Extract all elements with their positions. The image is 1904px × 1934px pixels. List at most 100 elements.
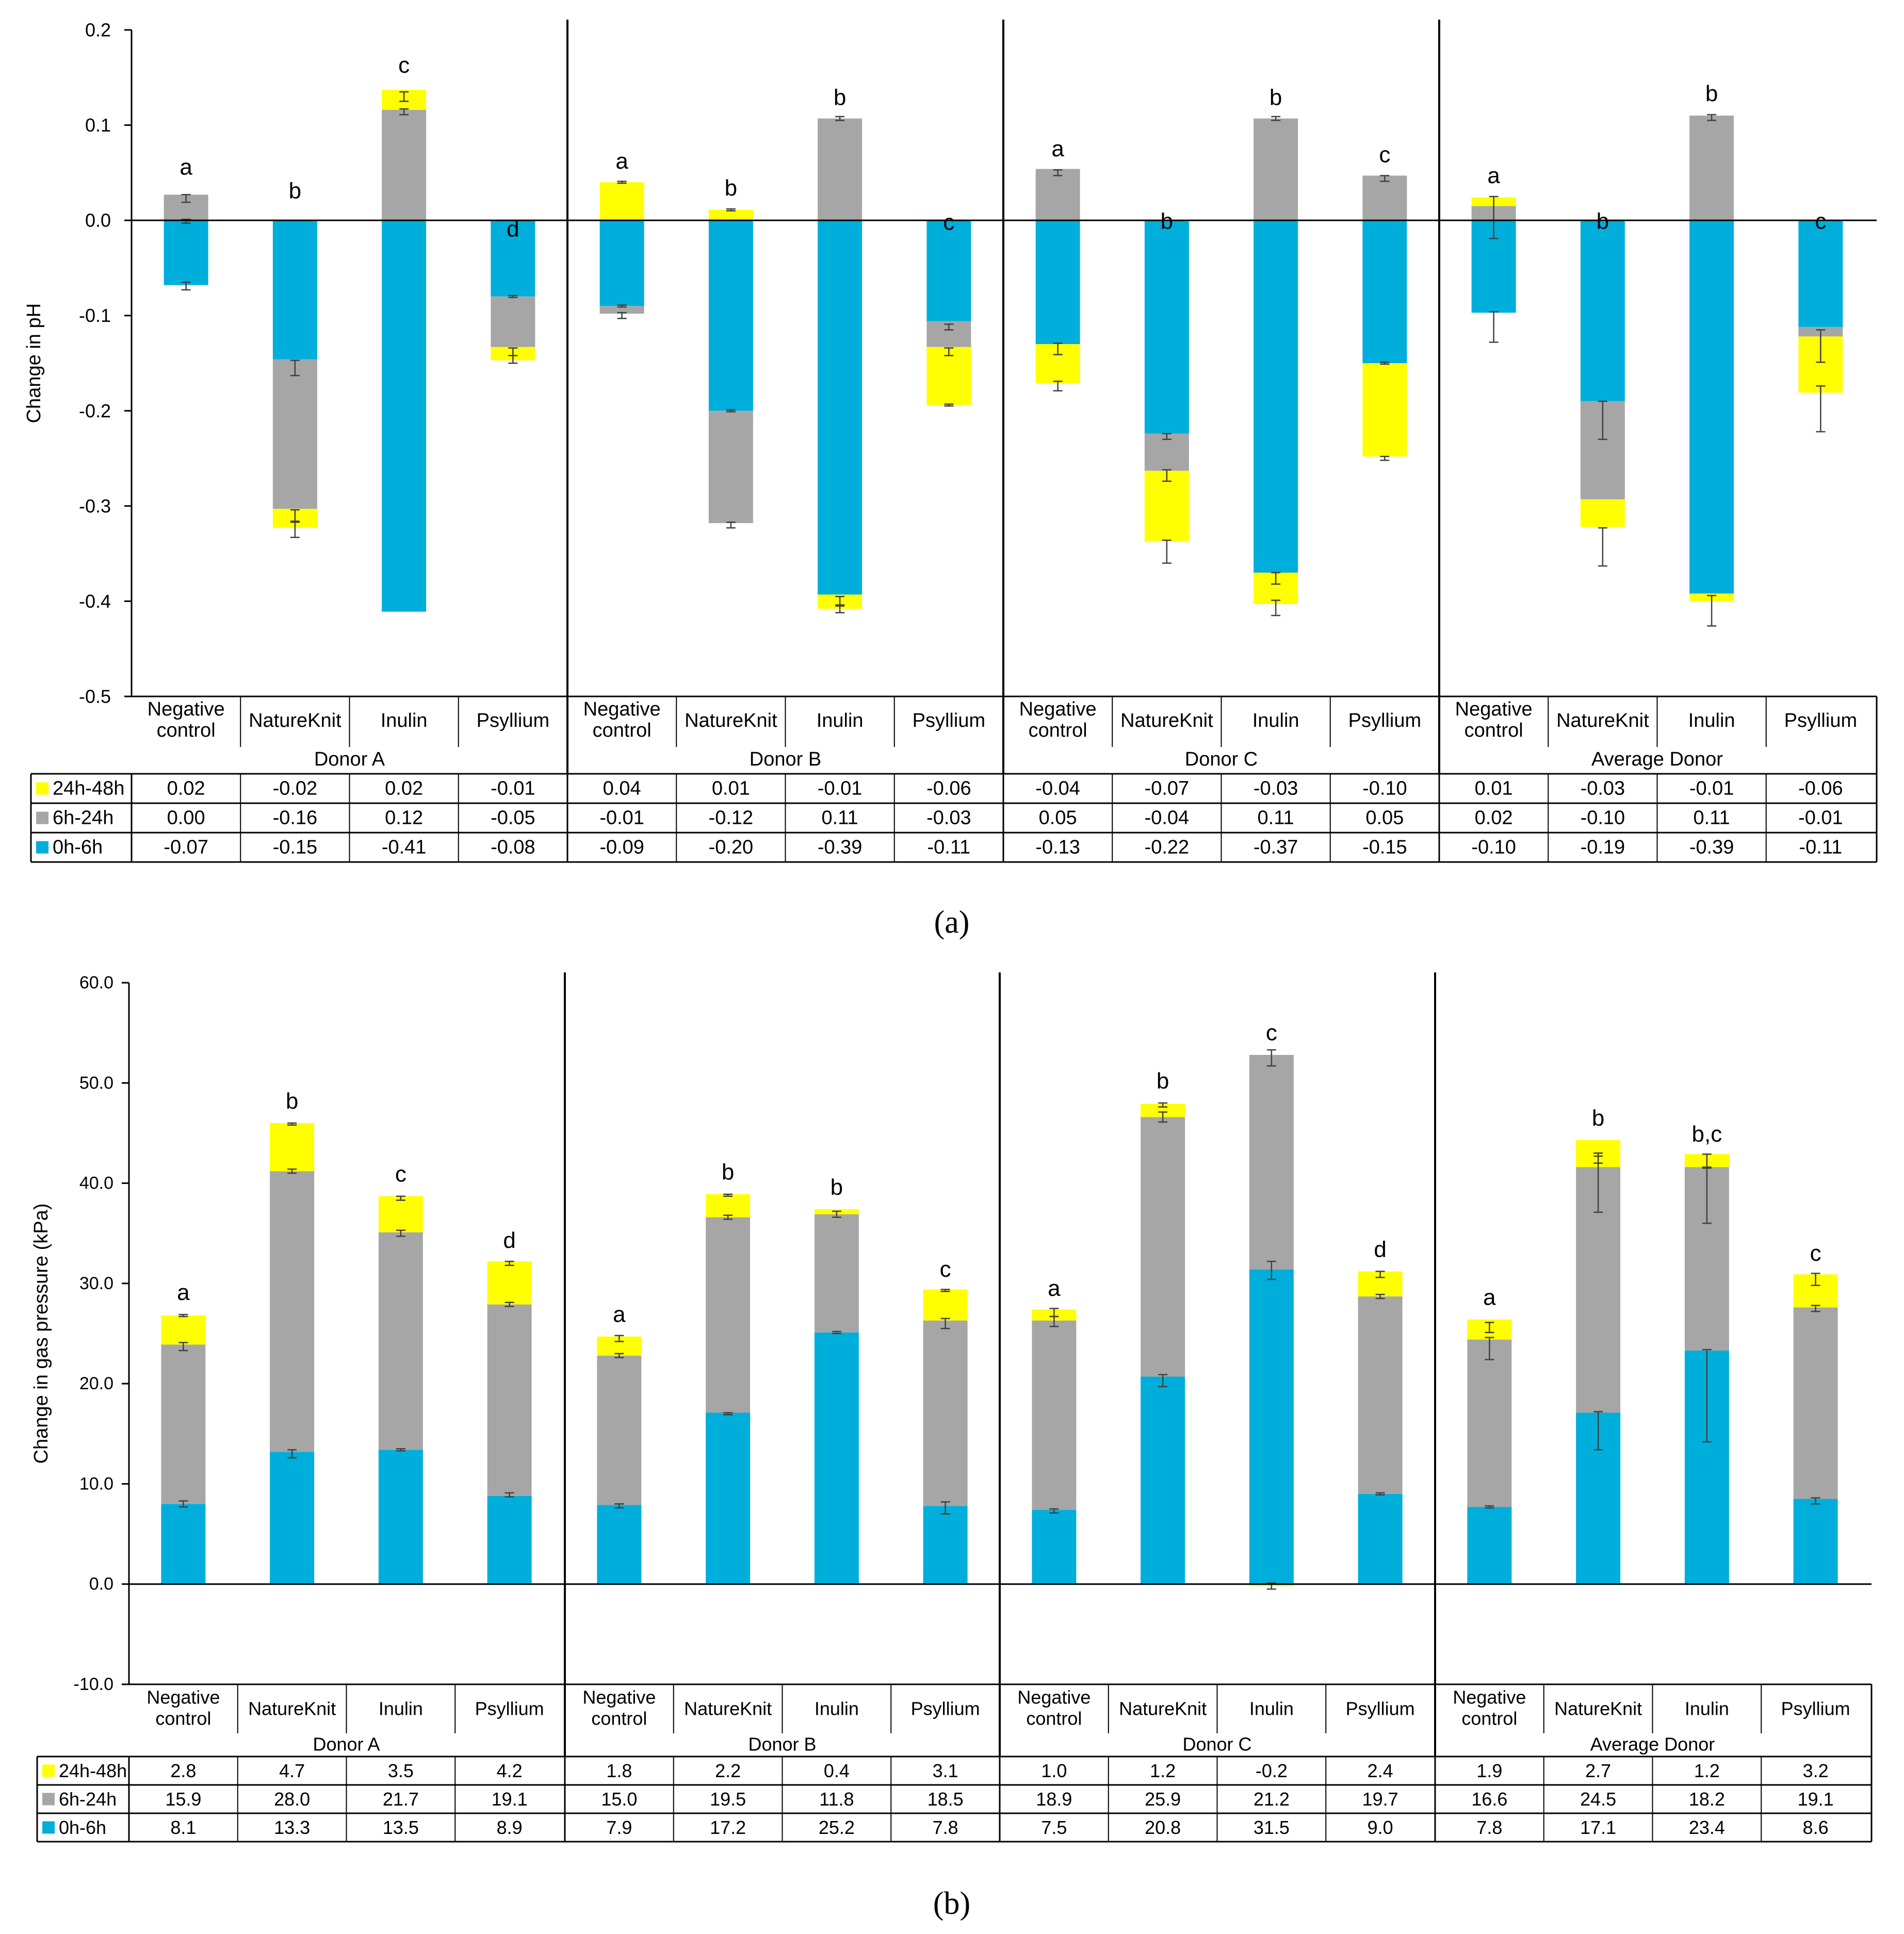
category-label: Negative [1017, 1687, 1091, 1708]
table-cell: 24.5 [1580, 1789, 1616, 1810]
category-label: NatureKnit [1120, 710, 1213, 732]
legend-label: 6h-24h [53, 807, 113, 829]
table-cell: 0.12 [385, 807, 423, 829]
table-cell: 8.1 [170, 1817, 196, 1838]
bar-segment-h6-24 [706, 1217, 751, 1413]
category-label: Inulin [379, 1698, 423, 1719]
bar-segment-h0-6 [382, 220, 427, 612]
category-label: Inulin [815, 1698, 859, 1719]
table-cell: 16.6 [1471, 1789, 1507, 1810]
significance-letter: b [1161, 208, 1173, 234]
table-cell: 20.8 [1145, 1817, 1181, 1838]
table-cell: 19.1 [1798, 1789, 1834, 1810]
y-tick-label: -0.2 [79, 400, 111, 421]
bar-segment-h6-24 [1254, 118, 1298, 221]
table-cell: 0.05 [1039, 807, 1077, 829]
table-cell: -0.01 [1798, 807, 1843, 829]
table-cell: 7.9 [606, 1817, 632, 1838]
bar-segment-h0-6 [599, 220, 644, 306]
y-tick-label: 0.2 [85, 20, 111, 41]
bar-segment-h24-48 [1362, 363, 1407, 457]
group-label: Donor A [314, 749, 385, 770]
significance-letter: d [1374, 1237, 1386, 1262]
table-cell: -0.01 [818, 778, 863, 800]
panel-label: (b) [933, 1886, 970, 1921]
significance-letter: d [503, 1228, 515, 1253]
table-cell: 18.9 [1036, 1789, 1072, 1810]
legend-label: 24h-48h [53, 778, 124, 800]
table-cell: 2.4 [1368, 1760, 1393, 1781]
table-cell: -0.15 [1362, 837, 1407, 858]
table-cell: -0.03 [1581, 778, 1625, 800]
y-tick-label: 20.0 [79, 1374, 113, 1393]
bar-segment-h0-6 [272, 220, 317, 360]
table-cell: 0.00 [167, 807, 205, 829]
y-tick-label: 10.0 [79, 1474, 113, 1493]
group-label: Average Donor [1591, 749, 1723, 770]
table-cell: 28.0 [274, 1789, 310, 1810]
bar-segment-h6-24 [923, 1320, 968, 1506]
category-label: Inulin [817, 710, 864, 732]
significance-letter: b [831, 1175, 843, 1200]
bar-segment-h6-24 [1358, 1296, 1403, 1494]
table-cell: 21.7 [383, 1789, 419, 1810]
bar-segment-h0-6 [814, 1332, 859, 1584]
table-cell: -0.05 [491, 807, 535, 829]
panel-a: 0.2 0.1 0.0 -0.1 -0.2 -0.3 -0.4 -0.5 Change in p… [23, 20, 1878, 940]
category-label: NatureKnit [684, 1698, 772, 1719]
significance-letter: b [725, 175, 737, 201]
significance-letter: c [1266, 1020, 1277, 1046]
table-cell: 0.4 [824, 1760, 850, 1781]
group-label: Donor B [748, 1734, 816, 1755]
table-cell: -0.07 [1145, 778, 1190, 800]
table-cell: -0.20 [709, 837, 754, 858]
bar-segment-h6-24 [487, 1304, 532, 1496]
table-cell: 13.3 [274, 1817, 310, 1838]
category-label: Inulin [1252, 710, 1299, 732]
bar-segment-h24-48 [599, 182, 644, 221]
bar-segment-h6-24 [1141, 1117, 1185, 1377]
table-cell: -0.22 [1145, 837, 1190, 858]
category-label: Inulin [381, 710, 428, 732]
significance-letter: c [1810, 1241, 1821, 1266]
table-cell: 11.8 [819, 1789, 854, 1810]
bar-segment-h6-24 [1035, 169, 1080, 221]
table-cell: 0.11 [1258, 807, 1294, 829]
legend-label: 0h-6h [53, 837, 103, 858]
table-cell: 7.5 [1041, 1817, 1067, 1838]
table-cell: 3.2 [1803, 1760, 1829, 1781]
significance-letter: a [1487, 163, 1500, 188]
bar-segment-h0-6 [270, 1452, 315, 1584]
table-cell: 21.2 [1254, 1789, 1290, 1810]
y-tick-label: -0.3 [79, 495, 111, 516]
significance-letter: b [722, 1160, 734, 1185]
bar-segment-h6-24 [161, 1344, 206, 1504]
bar-segment-h0-6 [1144, 220, 1189, 434]
y-tick-label: 0.0 [85, 210, 111, 231]
table-cell: 4.2 [497, 1760, 523, 1781]
significance-letter: c [943, 209, 954, 235]
table-cell: -0.37 [1254, 837, 1298, 858]
category-label: Psyllium [1346, 1698, 1415, 1719]
significance-letter: a [613, 1302, 626, 1327]
bar-segment-h0-6 [1254, 220, 1298, 573]
significance-letter: b,c [1692, 1122, 1722, 1147]
bar-segment-h6-24 [382, 110, 427, 221]
category-label: NatureKnit [1554, 1698, 1642, 1719]
bar-segment-h6-24 [1032, 1320, 1077, 1510]
legend-label: 24h-48h [59, 1760, 127, 1781]
y-tick-label: 40.0 [79, 1174, 113, 1193]
bar-segment-h6-24 [1362, 175, 1407, 221]
table-cell: 19.1 [492, 1789, 528, 1810]
legend-label: 0h-6h [59, 1817, 106, 1838]
legend-swatch-h0-6 [36, 841, 48, 854]
significance-letter: b [1597, 208, 1609, 234]
bar-segment-h0-6 [1141, 1376, 1185, 1584]
table-cell: 19.5 [710, 1789, 746, 1810]
significance-letter: b [834, 85, 846, 110]
significance-letter: b [1592, 1106, 1604, 1131]
bar-segment-h0-6 [926, 220, 971, 321]
table-cell: 9.0 [1368, 1817, 1393, 1838]
bar-segment-h6-24 [597, 1355, 642, 1505]
